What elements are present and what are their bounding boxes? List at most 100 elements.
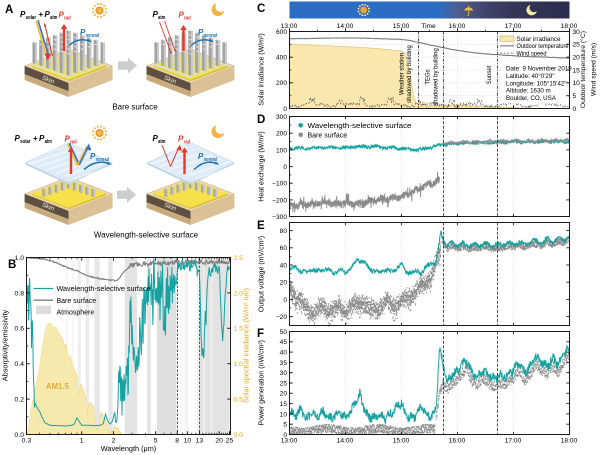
- svg-text:5: 5: [154, 438, 158, 445]
- svg-text:0.6: 0.6: [15, 326, 25, 333]
- svg-text:15: 15: [573, 67, 581, 74]
- svg-text:atm: atm: [158, 139, 165, 145]
- svg-text:Wavelength-selective surface: Wavelength-selective surface: [308, 123, 412, 130]
- svg-text:600: 600: [276, 29, 287, 36]
- svg-text:Bare surface: Bare surface: [112, 103, 158, 112]
- svg-text:2.0: 2.0: [234, 290, 244, 297]
- svg-text:solar: solar: [20, 139, 31, 145]
- svg-text:nonrad: nonrad: [204, 33, 218, 39]
- svg-text:17:00: 17:00: [505, 437, 522, 444]
- svg-text:F: F: [257, 328, 264, 340]
- svg-text:P: P: [39, 134, 45, 143]
- svg-text:0.3: 0.3: [22, 438, 32, 445]
- svg-text:40: 40: [280, 262, 288, 269]
- svg-text:0.8: 0.8: [15, 290, 25, 297]
- svg-text:Power generation (nW/cm²): Power generation (nW/cm²): [259, 340, 266, 426]
- svg-text:17:00: 17:00: [505, 23, 522, 30]
- svg-text:atm: atm: [158, 15, 165, 21]
- svg-text:Atmosphere: Atmosphere: [57, 310, 95, 317]
- svg-text:5: 5: [283, 422, 287, 429]
- svg-text:16:00: 16:00: [449, 437, 466, 444]
- svg-text:13:00: 13:00: [281, 437, 298, 444]
- svg-text:Bare surface: Bare surface: [308, 132, 348, 139]
- svg-text:TEGs: TEGs: [426, 69, 432, 84]
- svg-text:13: 13: [196, 438, 204, 445]
- svg-text:40: 40: [280, 350, 288, 357]
- svg-text:0.0: 0.0: [15, 432, 25, 439]
- svg-text:shadowed by building: shadowed by building: [407, 45, 413, 103]
- svg-text:15: 15: [280, 401, 288, 408]
- svg-text:Wavelength (μm): Wavelength (μm): [101, 444, 156, 453]
- svg-text:8: 8: [175, 438, 179, 445]
- svg-text:AM1.5: AM1.5: [46, 382, 70, 391]
- svg-text:−300: −300: [272, 214, 287, 221]
- svg-text:P: P: [15, 134, 21, 143]
- svg-text:18:00: 18:00: [561, 23, 578, 30]
- svg-text:14:00: 14:00: [337, 23, 354, 30]
- svg-text:1.0: 1.0: [234, 361, 244, 368]
- svg-text:15:00: 15:00: [393, 437, 410, 444]
- svg-text:18:00: 18:00: [561, 437, 578, 444]
- svg-text:35: 35: [280, 360, 288, 367]
- svg-text:15:00: 15:00: [393, 23, 410, 30]
- svg-text:Wind speed: Wind speed: [517, 51, 547, 58]
- svg-text:−200: −200: [272, 197, 287, 204]
- svg-text:Solar irradiance (W/m²): Solar irradiance (W/m²): [259, 33, 266, 105]
- svg-text:Date: 9 November 2019: Date: 9 November 2019: [506, 66, 572, 73]
- svg-text:Solar spectral irradiance (W/m: Solar spectral irradiance (W/m² nm): [242, 288, 251, 403]
- svg-text:400: 400: [276, 55, 287, 62]
- svg-text:P: P: [59, 11, 65, 20]
- svg-text:P: P: [80, 28, 86, 37]
- svg-text:nonrad: nonrad: [86, 33, 100, 39]
- svg-text:200: 200: [276, 131, 287, 138]
- svg-text:30: 30: [573, 29, 581, 36]
- svg-text:2: 2: [112, 438, 116, 445]
- svg-text:Skin: Skin: [163, 202, 178, 213]
- svg-text:Solar irradiance: Solar irradiance: [517, 36, 561, 43]
- svg-text:Boulder, CO, USA: Boulder, CO, USA: [506, 95, 557, 102]
- svg-text:300: 300: [276, 114, 287, 121]
- svg-text:25: 25: [280, 380, 288, 387]
- svg-text:Altitude: 1630 m: Altitude: 1630 m: [506, 88, 551, 95]
- svg-text:P: P: [198, 152, 204, 161]
- svg-text:Longitude: 105°15'42": Longitude: 105°15'42": [506, 80, 567, 87]
- svg-text:P: P: [65, 135, 71, 144]
- svg-text:20: 20: [573, 55, 581, 62]
- svg-text:30: 30: [280, 370, 288, 377]
- svg-text:Weather station: Weather station: [400, 53, 406, 95]
- svg-text:10: 10: [573, 80, 581, 87]
- svg-text:0.2: 0.2: [15, 397, 25, 404]
- svg-text:Absorptivity/emissivity: Absorptivity/emissivity: [1, 309, 10, 381]
- svg-text:10: 10: [184, 438, 192, 445]
- svg-text:D: D: [257, 114, 265, 126]
- svg-text:13:00: 13:00: [281, 23, 298, 30]
- svg-text:P: P: [90, 152, 96, 161]
- svg-text:50: 50: [280, 329, 288, 336]
- svg-text:1: 1: [80, 438, 84, 445]
- svg-text:rad: rad: [184, 15, 191, 21]
- svg-text:Time: Time: [421, 23, 436, 30]
- svg-text:100: 100: [276, 147, 287, 154]
- svg-text:C: C: [257, 3, 265, 15]
- svg-text:80: 80: [280, 228, 288, 235]
- svg-text:E: E: [257, 220, 265, 232]
- svg-text:nonrad: nonrad: [204, 157, 218, 163]
- svg-text:25: 25: [226, 438, 234, 445]
- svg-text:20: 20: [215, 438, 223, 445]
- svg-text:0: 0: [283, 164, 287, 171]
- svg-text:P: P: [45, 10, 51, 19]
- svg-text:shadowed by building: shadowed by building: [434, 48, 440, 106]
- svg-text:1.5: 1.5: [234, 326, 244, 333]
- svg-text:Heat exchange (W/m²): Heat exchange (W/m²): [259, 131, 266, 201]
- svg-text:nonrad: nonrad: [96, 157, 110, 163]
- svg-text:2.5: 2.5: [234, 255, 244, 262]
- svg-text:Wind speed (m/s): Wind speed (m/s): [591, 43, 598, 96]
- svg-text:0.5: 0.5: [234, 397, 244, 404]
- svg-text:Wavelength-selective surface: Wavelength-selective surface: [57, 286, 151, 293]
- svg-text:Sunset: Sunset: [487, 65, 493, 84]
- svg-text:Output voltage (mV/cm²): Output voltage (mV/cm²): [259, 236, 266, 312]
- svg-text:Outdoor temperature (°C): Outdoor temperature (°C): [579, 31, 587, 108]
- svg-text:Skin: Skin: [41, 202, 56, 213]
- svg-text:200: 200: [276, 80, 287, 87]
- svg-text:20: 20: [280, 280, 288, 287]
